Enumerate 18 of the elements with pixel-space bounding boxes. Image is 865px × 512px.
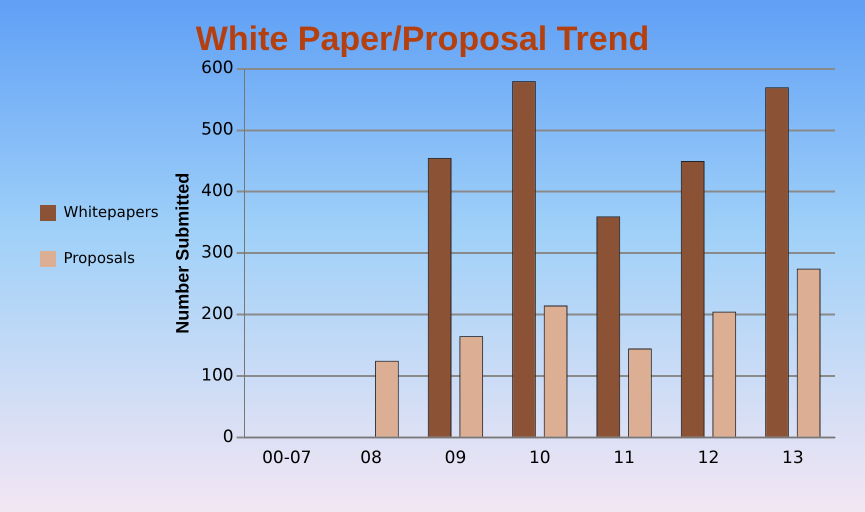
y-tick-label: 500 xyxy=(201,120,234,140)
x-tick-label: 09 xyxy=(444,448,466,468)
x-tick-label: 12 xyxy=(698,448,720,468)
y-axis-title: Number Submitted xyxy=(172,172,192,334)
y-tick-label: 100 xyxy=(201,366,234,386)
x-tick-label: 00-07 xyxy=(262,448,312,468)
x-tick-label: 10 xyxy=(528,448,551,468)
legend-label: Proposals xyxy=(64,248,136,267)
y-tick-label: 600 xyxy=(201,58,234,78)
chart-title: White Paper/Proposal Trend xyxy=(196,20,650,58)
y-tick-label: 200 xyxy=(201,304,234,324)
x-tick-label: 08 xyxy=(360,448,382,468)
x-tick-label: 13 xyxy=(782,448,804,468)
legend-label: Whitepapers xyxy=(64,202,159,221)
y-tick-label: 0 xyxy=(222,427,234,448)
y-tick-label: 400 xyxy=(201,181,234,202)
x-tick-label: 11 xyxy=(613,448,635,468)
y-tick-label: 300 xyxy=(201,242,234,263)
